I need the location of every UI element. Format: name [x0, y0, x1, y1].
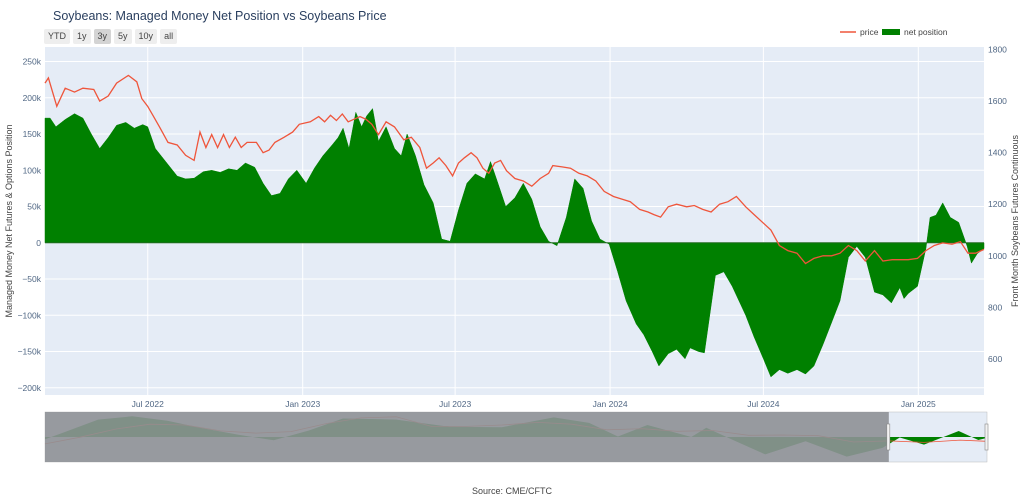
range-selector: YTD 1y 3y 5y 10y all	[44, 29, 178, 44]
range-slider-mask	[45, 412, 889, 462]
legend-net-position-swatch	[882, 29, 900, 35]
y-axis-ticks: 250k 200k 150k 100k 50k 0 −50k −100k −150k −200k	[18, 57, 42, 393]
y2-axis-label: Front Month Soybeans Futures Continuous	[1010, 134, 1020, 307]
y2-axis-ticks: 1800 1600 1400 1200 1000 800 600	[988, 45, 1007, 364]
y-tick-label: 50k	[27, 202, 41, 212]
x-tick-label: Jan 2025	[901, 399, 936, 409]
y-tick-label: 250k	[23, 57, 42, 67]
x-tick-label: Jan 2023	[285, 399, 320, 409]
price-line	[44, 74, 985, 265]
y-tick-label: −200k	[18, 383, 42, 393]
y-tick-label: 150k	[23, 129, 42, 139]
range-button-3y[interactable]: 3y	[93, 29, 112, 44]
range-slider-right-handle[interactable]	[984, 423, 989, 451]
legend-net-position-label[interactable]: net position	[904, 27, 948, 37]
range-button-10y[interactable]: 10y	[134, 29, 158, 44]
y-tick-label: −50k	[22, 274, 41, 284]
y-tick-label: −100k	[18, 310, 42, 320]
y2-tick-label: 800	[988, 302, 1002, 312]
y-tick-label: 100k	[23, 165, 42, 175]
x-tick-label: Jul 2024	[747, 399, 779, 409]
x-tick-label: Jul 2023	[439, 399, 471, 409]
range-button-5y[interactable]: 5y	[114, 29, 132, 44]
y2-tick-label: 600	[988, 354, 1002, 364]
y2-tick-label: 1200	[988, 199, 1007, 209]
y2-tick-label: 1800	[988, 45, 1007, 55]
y2-tick-label: 1400	[988, 148, 1007, 158]
chart-title: Soybeans: Managed Money Net Position vs …	[53, 9, 387, 23]
source-note: Source: CME/CFTC	[472, 486, 553, 496]
range-slider[interactable]	[44, 411, 989, 463]
range-button-all[interactable]: all	[160, 29, 178, 44]
legend-price-label[interactable]: price	[860, 27, 879, 37]
x-tick-label: Jul 2022	[132, 399, 164, 409]
y-tick-label: −150k	[18, 347, 42, 357]
range-button-1y[interactable]: 1y	[73, 29, 91, 44]
range-slider-left-handle[interactable]	[886, 423, 891, 451]
legend: price net position	[840, 27, 948, 37]
y-axis-label: Managed Money Net Futures & Options Posi…	[4, 124, 14, 317]
y-tick-label: 0	[36, 238, 41, 248]
x-tick-label: Jan 2024	[593, 399, 628, 409]
y2-tick-label: 1600	[988, 96, 1007, 106]
y-tick-label: 200k	[23, 93, 42, 103]
x-axis-ticks: Jul 2022 Jan 2023 Jul 2023 Jan 2024 Jul 2024…	[132, 399, 936, 409]
range-button-ytd[interactable]: YTD	[44, 29, 70, 44]
y2-tick-label: 1000	[988, 251, 1007, 261]
